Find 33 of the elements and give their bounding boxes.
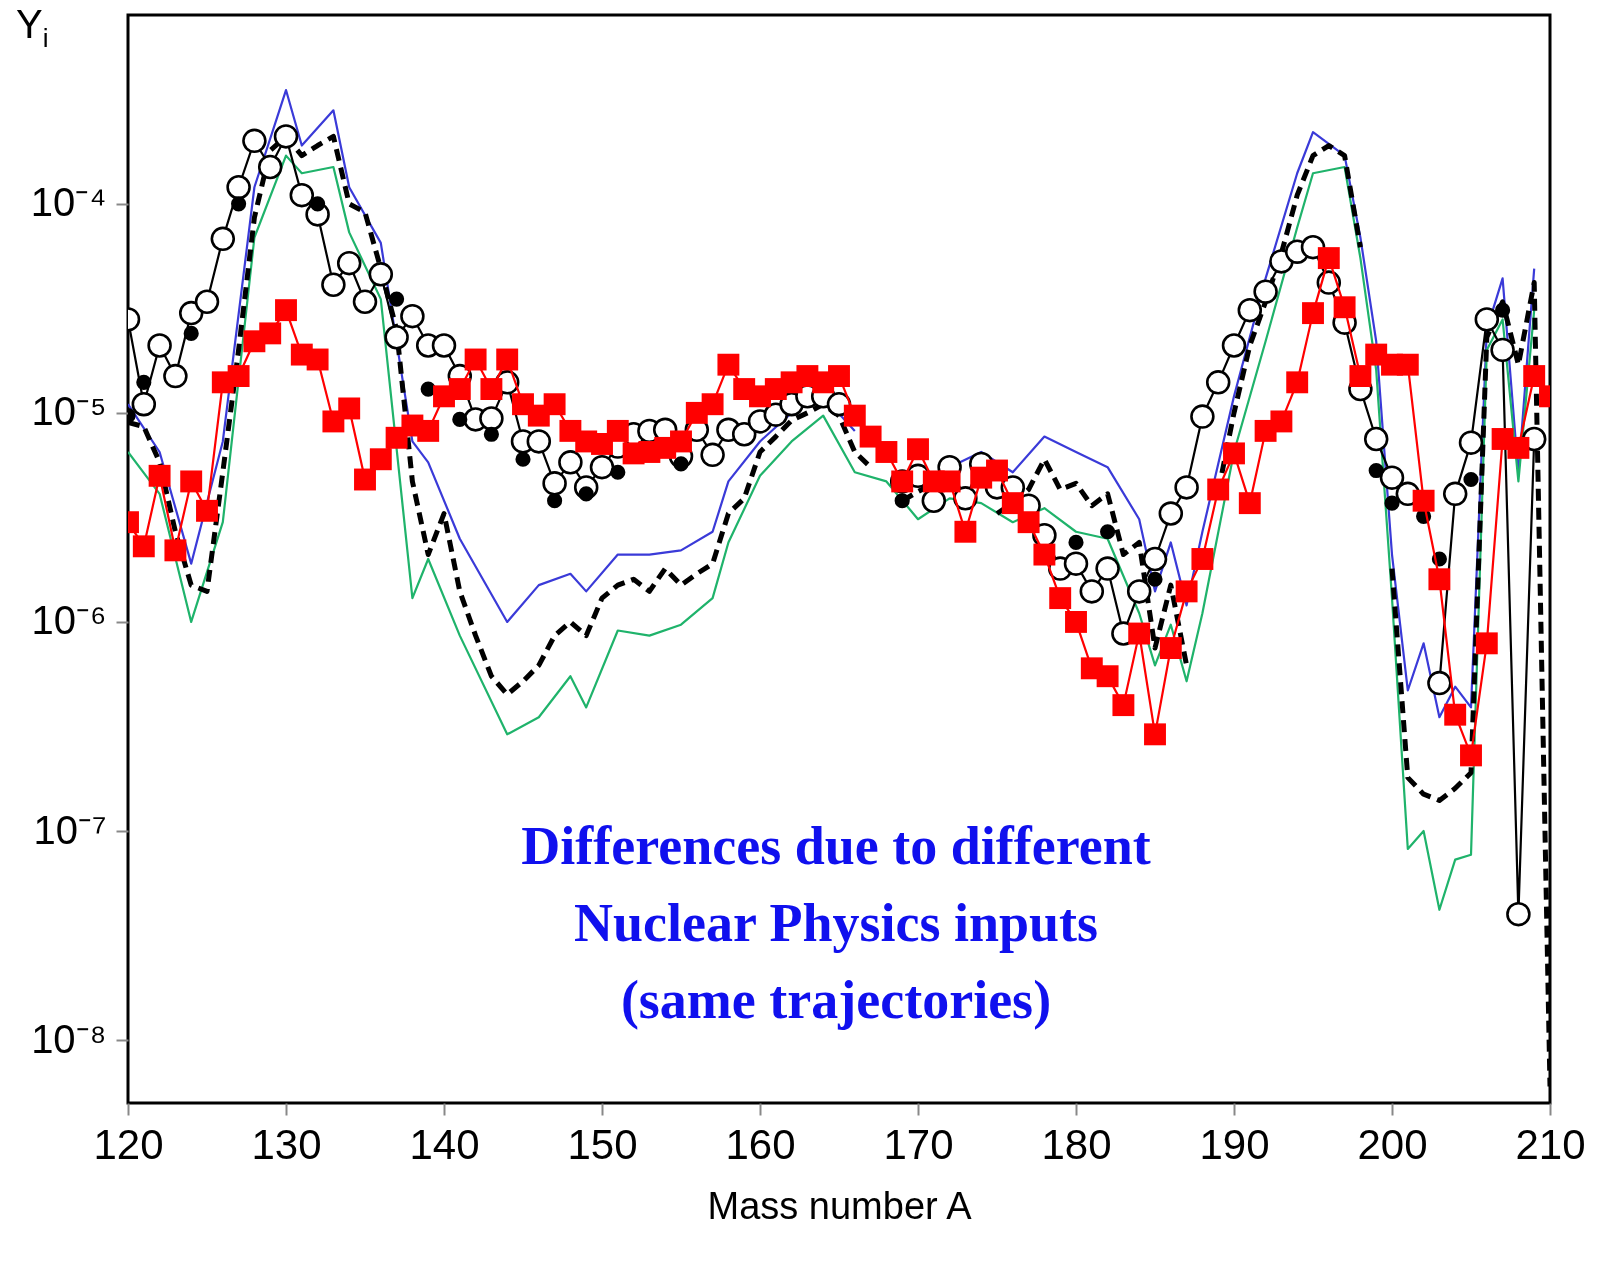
point bbox=[1068, 534, 1084, 551]
y-tick-label: 10⁻⁶ bbox=[31, 598, 107, 643]
x-axis-title: Mass number A bbox=[707, 1184, 973, 1227]
point bbox=[1495, 302, 1511, 318]
point bbox=[1100, 524, 1116, 540]
x-tick-label: 180 bbox=[1041, 1120, 1112, 1168]
y-axis-title: Y$_{i}$ bbox=[16, 2, 49, 54]
point bbox=[1463, 471, 1479, 488]
y-tick-label: 10⁻⁷ bbox=[33, 807, 107, 852]
point bbox=[1147, 571, 1163, 587]
x-tick-label: 200 bbox=[1357, 1120, 1428, 1168]
x-tick-label: 210 bbox=[1515, 1120, 1586, 1168]
point bbox=[1368, 462, 1384, 479]
point bbox=[1384, 495, 1400, 511]
y-tick-label: 10⁻⁵ bbox=[31, 389, 107, 434]
x-tick-label: 190 bbox=[1199, 1120, 1270, 1168]
point bbox=[547, 493, 563, 509]
x-tick-label: 150 bbox=[567, 1120, 638, 1168]
point bbox=[273, 124, 299, 149]
x-tick-label: 120 bbox=[93, 1120, 164, 1168]
point bbox=[183, 325, 199, 341]
point bbox=[136, 374, 152, 390]
point bbox=[389, 291, 405, 307]
point bbox=[894, 493, 910, 509]
annotation: Differences due to different Nuclear Physics inputs (same trajectories) bbox=[520, 815, 1152, 1032]
point bbox=[515, 451, 531, 467]
point bbox=[231, 196, 247, 212]
x-tick-label: 170 bbox=[883, 1120, 954, 1168]
y-tick-label: 10⁻⁴ bbox=[30, 180, 107, 225]
y-tick-label: 10⁻⁸ bbox=[31, 1016, 107, 1061]
x-tick-label: 140 bbox=[409, 1120, 480, 1168]
x-tick-label: 130 bbox=[251, 1120, 322, 1168]
x-tick-label: 160 bbox=[725, 1120, 796, 1168]
